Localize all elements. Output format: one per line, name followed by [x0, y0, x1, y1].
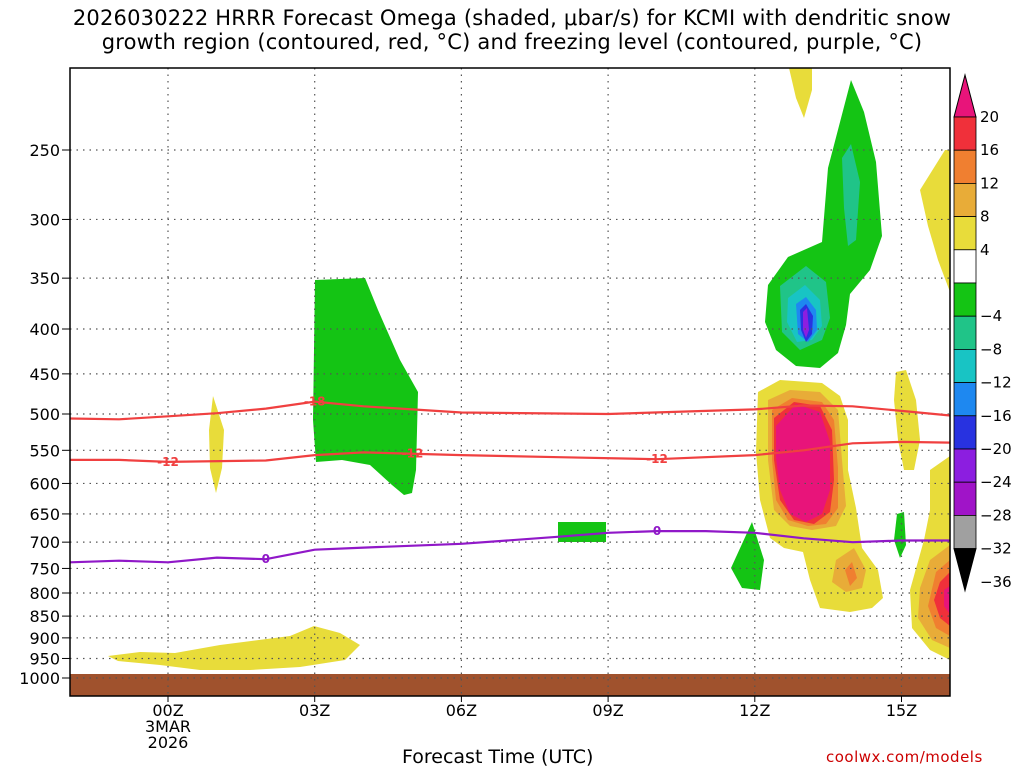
colorbar-bin-10 — [953, 448, 977, 483]
title-line-1: 2026030222 HRRR Forecast Omega (shaded, … — [72, 6, 952, 30]
colorbar-bin-11 — [953, 481, 977, 516]
colorbar-bin-12 — [953, 515, 977, 550]
omega-region-15z — [894, 512, 906, 558]
colorbar-tick-label-1: 16 — [980, 141, 999, 159]
colorbar-bin-0 — [953, 116, 977, 151]
chart-title: 2026030222 HRRR Forecast Omega (shaded, … — [0, 6, 1024, 54]
omega-region-03z — [313, 278, 418, 495]
colorbar-bin-8 — [953, 382, 977, 417]
y-tick-label-400: 400 — [29, 320, 60, 339]
contour-line-0 — [70, 530, 950, 564]
contour-label-0: 0 — [262, 552, 270, 566]
terrain-band — [70, 674, 950, 696]
colorbar-bin-3 — [953, 216, 977, 251]
grid — [70, 68, 950, 696]
contours: -18 -12 -12 -12 0 0 — [70, 395, 950, 566]
contour-line--12 — [70, 440, 950, 464]
credit-link[interactable]: coolwx.com/models — [826, 748, 983, 766]
colorbar-top-triangle — [953, 73, 977, 118]
colorbar-tick-label-13: −36 — [980, 573, 1012, 591]
colorbar-bin-1 — [953, 149, 977, 184]
x-tick-label-4-0: 12Z — [739, 701, 770, 720]
contour-label--12: -12 — [646, 452, 668, 466]
y-tick-label-300: 300 — [29, 210, 60, 229]
x-axis-label: Forecast Time (UTC) — [402, 746, 594, 768]
colorbar-bin-5 — [953, 282, 977, 317]
omega-region-magenta-13z — [776, 404, 830, 522]
colorbar-tick-label-2: 12 — [980, 174, 999, 192]
x-tick-label-0-2: 2026 — [148, 733, 189, 752]
omega-region-08z — [558, 522, 606, 542]
title-line-2: growth region (contoured, red, °C) and f… — [101, 30, 923, 54]
colorbar-tick-label-4: 4 — [980, 241, 990, 259]
omega-region-12z-low — [731, 522, 764, 590]
colorbar-tick-label-8: −16 — [980, 407, 1012, 425]
y-tick-label-950: 950 — [29, 649, 60, 668]
y-tick-label-550: 550 — [29, 441, 60, 460]
colorbar-tick-label-10: −24 — [980, 473, 1012, 491]
x-tick-label-2-0: 06Z — [446, 701, 477, 720]
omega-region-pos-right-top — [920, 150, 950, 292]
colorbar-bin-7 — [953, 348, 977, 383]
colorbar-bin-9 — [953, 415, 977, 450]
colorbar-bin-6 — [953, 315, 977, 350]
colorbar-tick-label-7: −12 — [980, 374, 1012, 392]
y-tick-label-900: 900 — [29, 629, 60, 648]
omega-region-pos-15z-upper — [894, 370, 920, 470]
colorbar-bin-4 — [953, 249, 977, 284]
y-tick-label-850: 850 — [29, 607, 60, 626]
omega-shading — [108, 68, 950, 670]
x-tick-label-1-0: 03Z — [299, 701, 330, 720]
y-tick-label-500: 500 — [29, 405, 60, 424]
y-tick-label-750: 750 — [29, 559, 60, 578]
x-tick-label-0-0: 00Z — [152, 701, 183, 720]
x-tick-label-3-0: 09Z — [592, 701, 623, 720]
x-tick-label-0-1: 3MAR — [145, 717, 191, 736]
contour-line--18 — [70, 400, 950, 421]
omega-region-pos-top — [789, 68, 812, 118]
colorbar-tick-label-5: −4 — [980, 307, 1002, 325]
contour-label-0: 0 — [653, 524, 661, 538]
omega-region-crimson-15z — [934, 572, 950, 626]
omega-region-13z-purple — [803, 308, 809, 338]
colorbar-tick-label-3: 8 — [980, 208, 990, 226]
y-tick-label-450: 450 — [29, 365, 60, 384]
colorbar-tick-label-9: −20 — [980, 440, 1012, 458]
y-tick-label-800: 800 — [29, 584, 60, 603]
y-tick-label-650: 650 — [29, 505, 60, 524]
contour-label--18: -18 — [304, 395, 326, 409]
colorbar-tick-label-0: 20 — [980, 108, 999, 126]
colorbar-bottom-triangle — [953, 548, 977, 593]
colorbar: 20 16 12 8 4 −4 −8 −12 −16 −20 −24 −28 −32 −36 — [953, 73, 1012, 593]
omega-region-13z-teal1 — [842, 144, 860, 246]
plot-frame — [69, 67, 951, 697]
omega-region-red-1345 — [845, 562, 857, 586]
y-tick-label-350: 350 — [29, 269, 60, 288]
colorbar-tick-label-6: −8 — [980, 340, 1002, 358]
contour-label--12: -12 — [402, 447, 424, 461]
contour-label--12: -12 — [157, 455, 179, 469]
y-tick-label-1000: 1000 — [19, 669, 60, 688]
y-axis-ticks: 250 300 350 400 450 500 550 600 650 700 750 800 850 9… — [19, 141, 70, 688]
y-tick-label-600: 600 — [29, 474, 60, 493]
omega-region-pos-bottom-left — [108, 626, 360, 670]
omega-region-pos-0130 — [209, 396, 224, 493]
colorbar-tick-label-12: −32 — [980, 540, 1012, 558]
colorbar-tick-label-11: −28 — [980, 506, 1012, 524]
y-tick-label-250: 250 — [29, 141, 60, 160]
colorbar-bin-2 — [953, 182, 977, 217]
x-tick-label-5-0: 15Z — [886, 701, 917, 720]
y-tick-label-700: 700 — [29, 533, 60, 552]
